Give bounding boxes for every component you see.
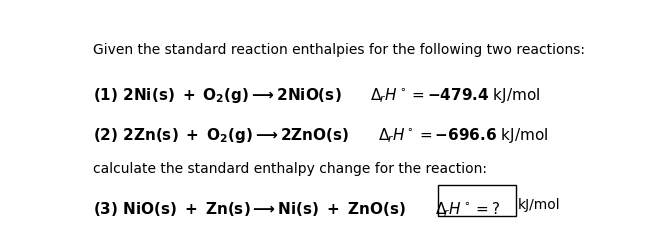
Text: calculate the standard enthalpy change for the reaction:: calculate the standard enthalpy change f… [93, 162, 487, 176]
Text: $\mathbf{(2)\ 2Zn(s)\ +\ O_2(g){\longrightarrow}2ZnO(s)}$$\qquad \Delta_{\!r}H^\: $\mathbf{(2)\ 2Zn(s)\ +\ O_2(g){\longrig… [93, 126, 548, 145]
Text: $\mathbf{(3)\ NiO(s)\ +\ Zn(s){\longrightarrow}Ni(s)\ +\ ZnO(s)}$$\qquad \Delta_: $\mathbf{(3)\ NiO(s)\ +\ Zn(s){\longrigh… [93, 200, 501, 219]
Bar [438, 185, 515, 216]
Text: kJ/mol: kJ/mol [518, 198, 561, 212]
Text: Given the standard reaction enthalpies for the following two reactions:: Given the standard reaction enthalpies f… [93, 43, 585, 57]
Text: $\mathbf{(1)\ 2Ni(s)\ +\ O_2(g){\longrightarrow}2NiO(s)}$$\qquad \Delta_{\!r}H^\: $\mathbf{(1)\ 2Ni(s)\ +\ O_2(g){\longrig… [93, 86, 541, 105]
